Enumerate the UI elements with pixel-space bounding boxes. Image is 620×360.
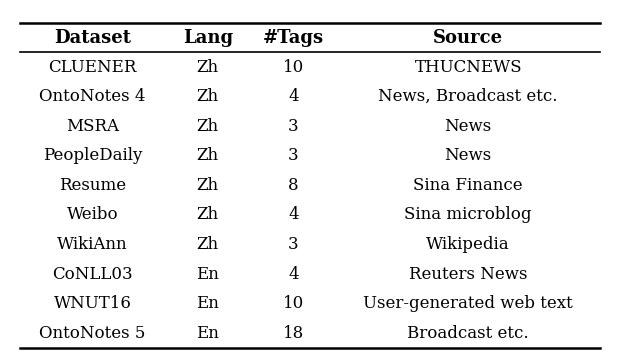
Text: News: News xyxy=(445,147,492,164)
Text: MSRA: MSRA xyxy=(66,118,119,135)
Text: News, Broadcast etc.: News, Broadcast etc. xyxy=(378,88,558,105)
Text: Lang: Lang xyxy=(183,28,233,46)
Text: 4: 4 xyxy=(288,266,299,283)
Text: Resume: Resume xyxy=(59,177,126,194)
Text: Zh: Zh xyxy=(197,118,219,135)
Text: Dataset: Dataset xyxy=(54,28,131,46)
Text: WNUT16: WNUT16 xyxy=(53,295,131,312)
Text: En: En xyxy=(197,295,219,312)
Text: News: News xyxy=(445,118,492,135)
Text: Sina microblog: Sina microblog xyxy=(404,206,532,224)
Text: OntoNotes 5: OntoNotes 5 xyxy=(39,325,146,342)
Text: En: En xyxy=(197,266,219,283)
Text: Sina Finance: Sina Finance xyxy=(414,177,523,194)
Text: Zh: Zh xyxy=(197,88,219,105)
Text: 10: 10 xyxy=(283,295,304,312)
Text: 18: 18 xyxy=(283,325,304,342)
Text: En: En xyxy=(197,325,219,342)
Text: #Tags: #Tags xyxy=(263,28,324,46)
Text: 8: 8 xyxy=(288,177,299,194)
Text: User-generated web text: User-generated web text xyxy=(363,295,573,312)
Text: WikiAnn: WikiAnn xyxy=(57,236,128,253)
Text: PeopleDaily: PeopleDaily xyxy=(43,147,142,164)
Text: Weibo: Weibo xyxy=(66,206,118,224)
Text: 4: 4 xyxy=(288,206,299,224)
Text: CoNLL03: CoNLL03 xyxy=(52,266,133,283)
Text: Zh: Zh xyxy=(197,206,219,224)
Text: 10: 10 xyxy=(283,59,304,76)
Text: Zh: Zh xyxy=(197,236,219,253)
Text: CLUENER: CLUENER xyxy=(48,59,136,76)
Text: 3: 3 xyxy=(288,236,299,253)
Text: Wikipedia: Wikipedia xyxy=(427,236,510,253)
Text: Source: Source xyxy=(433,28,503,46)
Text: OntoNotes 4: OntoNotes 4 xyxy=(39,88,146,105)
Text: Zh: Zh xyxy=(197,59,219,76)
Text: Zh: Zh xyxy=(197,147,219,164)
Text: Zh: Zh xyxy=(197,177,219,194)
Text: 3: 3 xyxy=(288,118,299,135)
Text: 3: 3 xyxy=(288,147,299,164)
Text: Reuters News: Reuters News xyxy=(409,266,528,283)
Text: 4: 4 xyxy=(288,88,299,105)
Text: Broadcast etc.: Broadcast etc. xyxy=(407,325,529,342)
Text: THUCNEWS: THUCNEWS xyxy=(414,59,522,76)
